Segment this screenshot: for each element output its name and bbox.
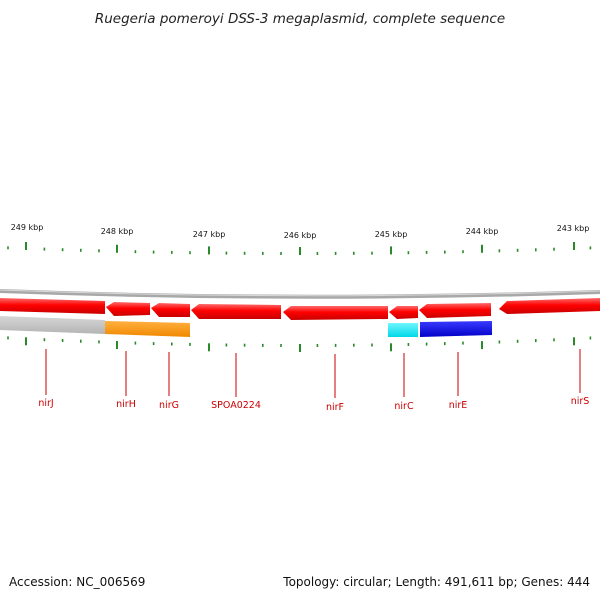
upper-tick-marks xyxy=(7,242,592,255)
gene-label-nirH: nirH xyxy=(116,399,136,410)
feature-orange xyxy=(105,321,190,337)
cds-arrow xyxy=(499,298,600,314)
cds-arrow xyxy=(191,304,281,319)
gene-label-nirS: nirS xyxy=(571,396,590,407)
feature-cyan xyxy=(388,323,418,337)
gene-label-nirF: nirF xyxy=(326,402,344,413)
kbp-label: 246 kbp xyxy=(284,231,317,240)
kbp-label: 245 kbp xyxy=(375,230,408,239)
kbp-label: 243 kbp xyxy=(557,224,590,233)
cds-arrow xyxy=(283,306,388,320)
kbp-label: 244 kbp xyxy=(466,227,499,236)
gene-label-nirC: nirC xyxy=(394,401,414,412)
gene-label-nirJ: nirJ xyxy=(38,398,53,409)
backbone-arc xyxy=(0,289,600,299)
map-title: Ruegeria pomeroyi DSS-3 megaplasmid, com… xyxy=(95,11,505,27)
feature-blue xyxy=(420,321,492,337)
feature-row xyxy=(0,316,492,337)
kbp-label: 247 kbp xyxy=(193,230,226,239)
gene-leaders xyxy=(45,349,581,398)
gene-labels: nirJ nirH nirG SPOA0224 nirF nirC nirE n… xyxy=(38,396,589,413)
cds-row xyxy=(0,298,600,320)
lower-tick-marks xyxy=(7,336,592,352)
gene-label-SPOA0224: SPOA0224 xyxy=(211,400,261,411)
summary-text: Topology: circular; Length: 491,611 bp; … xyxy=(282,575,590,589)
kbp-scale: 249 kbp 248 kbp 247 kbp 246 kbp 245 kbp … xyxy=(11,223,590,240)
cds-arrow xyxy=(419,303,491,318)
cds-arrow xyxy=(389,306,418,319)
backbone-arc-highlight xyxy=(0,289,600,297)
accession-text: Accession: NC_006569 xyxy=(9,575,145,589)
cds-arrow xyxy=(0,298,105,314)
cds-arrow xyxy=(106,302,150,316)
kbp-label: 248 kbp xyxy=(101,227,134,236)
cds-arrow xyxy=(151,303,190,317)
kbp-label: 249 kbp xyxy=(11,223,44,232)
feature-grey xyxy=(0,316,105,334)
gene-label-nirE: nirE xyxy=(449,400,468,411)
gene-label-nirG: nirG xyxy=(159,400,179,411)
